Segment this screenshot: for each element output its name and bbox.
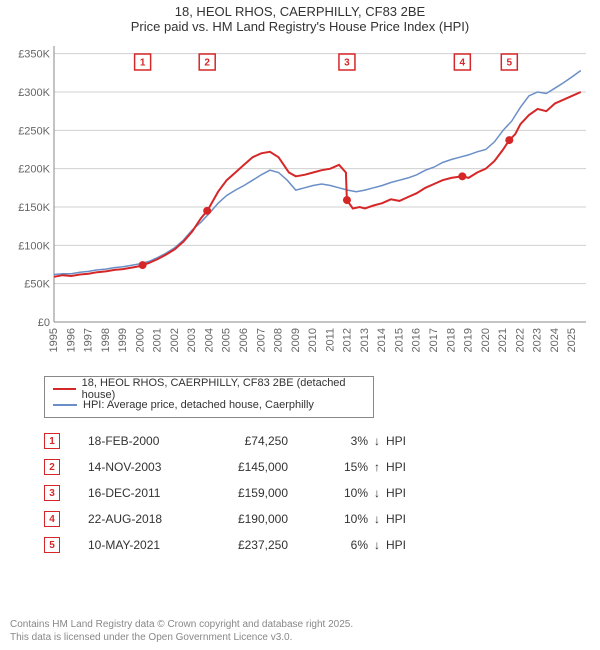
svg-text:2003: 2003 (186, 328, 198, 352)
svg-text:2022: 2022 (514, 328, 526, 352)
svg-text:2015: 2015 (393, 328, 405, 352)
transaction-row: 3 16-DEC-2011£159,00010%↓HPI (44, 480, 590, 506)
svg-text:2024: 2024 (549, 328, 561, 352)
arrow-up-icon: ↑ (368, 460, 386, 474)
footer: Contains HM Land Registry data © Crown c… (10, 618, 353, 644)
title-subtitle: Price paid vs. HM Land Registry's House … (10, 19, 590, 34)
svg-text:£250K: £250K (18, 125, 50, 137)
svg-text:2025: 2025 (566, 328, 578, 352)
transaction-price: £145,000 (218, 460, 318, 474)
transaction-date: 10-MAY-2021 (88, 538, 218, 552)
transaction-pct: 15% (318, 460, 368, 474)
svg-text:£100K: £100K (18, 240, 50, 252)
line-chart-svg: £0 £50K £100K £150K £200K £250K £300K £350K 199… (10, 40, 590, 370)
transaction-row: 2 14-NOV-2003£145,00015%↑HPI (44, 454, 590, 480)
transactions-table: 118-FEB-2000£74,2503%↓HPI214-NOV-2003£14… (44, 428, 590, 558)
svg-text:2019: 2019 (463, 328, 475, 352)
footer-line: This data is licensed under the Open Gov… (10, 631, 353, 644)
page-root: 18, HEOL RHOS, CAERPHILLY, CF83 2BE Pric… (0, 0, 600, 650)
chart-title: 18, HEOL RHOS, CAERPHILLY, CF83 2BE Pric… (0, 0, 600, 36)
transaction-price: £74,250 (218, 434, 318, 448)
transaction-row: 1 18-FEB-2000£74,2503%↓HPI (44, 428, 590, 454)
svg-text:2016: 2016 (411, 328, 423, 352)
transaction-date: 18-FEB-2000 (88, 434, 218, 448)
legend-label: HPI: Average price, detached house, Caer… (83, 399, 314, 411)
transaction-pct: 6% (318, 538, 368, 552)
transaction-marker: 4 (44, 511, 60, 527)
svg-text:£350K: £350K (18, 49, 50, 61)
chart-area: £0 £50K £100K £150K £200K £250K £300K £350K 199… (10, 40, 590, 370)
arrow-down-icon: ↓ (368, 486, 386, 500)
svg-text:2021: 2021 (497, 328, 509, 352)
svg-text:2009: 2009 (290, 328, 302, 352)
svg-text:5: 5 (507, 58, 513, 69)
hpi-label: HPI (386, 486, 426, 500)
svg-text:£150K: £150K (18, 202, 50, 214)
svg-text:1999: 1999 (117, 328, 129, 352)
hpi-label: HPI (386, 538, 426, 552)
svg-text:2001: 2001 (152, 328, 164, 352)
hpi-label: HPI (386, 434, 426, 448)
transaction-price: £159,000 (218, 486, 318, 500)
svg-text:2018: 2018 (445, 328, 457, 352)
svg-text:2017: 2017 (428, 328, 440, 352)
legend-swatch (53, 388, 76, 390)
arrow-down-icon: ↓ (368, 538, 386, 552)
arrow-down-icon: ↓ (368, 512, 386, 526)
svg-text:£300K: £300K (18, 87, 50, 99)
arrow-down-icon: ↓ (368, 434, 386, 448)
svg-text:2007: 2007 (255, 328, 267, 352)
transaction-marker: 5 (44, 537, 60, 553)
svg-text:£200K: £200K (18, 164, 50, 176)
svg-text:2008: 2008 (273, 328, 285, 352)
transaction-price: £237,250 (218, 538, 318, 552)
legend-item: 18, HEOL RHOS, CAERPHILLY, CF83 2BE (det… (53, 381, 365, 397)
legend: 18, HEOL RHOS, CAERPHILLY, CF83 2BE (det… (44, 376, 374, 418)
transaction-pct: 3% (318, 434, 368, 448)
transaction-pct: 10% (318, 512, 368, 526)
footer-line: Contains HM Land Registry data © Crown c… (10, 618, 353, 631)
transaction-date: 22-AUG-2018 (88, 512, 218, 526)
hpi-label: HPI (386, 460, 426, 474)
transaction-row: 5 10-MAY-2021£237,2506%↓HPI (44, 532, 590, 558)
svg-text:2006: 2006 (238, 328, 250, 352)
svg-text:1996: 1996 (65, 328, 77, 352)
svg-text:2013: 2013 (359, 328, 371, 352)
svg-text:2005: 2005 (221, 328, 233, 352)
legend-label: 18, HEOL RHOS, CAERPHILLY, CF83 2BE (det… (82, 377, 365, 401)
svg-text:2010: 2010 (307, 328, 319, 352)
svg-text:2: 2 (204, 58, 210, 69)
svg-text:2012: 2012 (342, 328, 354, 352)
svg-text:2004: 2004 (203, 328, 215, 352)
transaction-date: 16-DEC-2011 (88, 486, 218, 500)
title-address: 18, HEOL RHOS, CAERPHILLY, CF83 2BE (10, 4, 590, 19)
svg-text:3: 3 (344, 58, 350, 69)
svg-text:1: 1 (140, 58, 146, 69)
transaction-price: £190,000 (218, 512, 318, 526)
svg-text:2020: 2020 (480, 328, 492, 352)
svg-text:£50K: £50K (24, 279, 50, 291)
svg-text:£0: £0 (38, 317, 50, 329)
svg-text:2023: 2023 (532, 328, 544, 352)
svg-text:4: 4 (460, 58, 466, 69)
svg-text:2011: 2011 (324, 328, 336, 352)
svg-text:2000: 2000 (134, 328, 146, 352)
transaction-pct: 10% (318, 486, 368, 500)
svg-text:2014: 2014 (376, 328, 388, 352)
transaction-row: 4 22-AUG-2018£190,00010%↓HPI (44, 506, 590, 532)
hpi-label: HPI (386, 512, 426, 526)
svg-text:1998: 1998 (100, 328, 112, 352)
svg-text:2002: 2002 (169, 328, 181, 352)
svg-text:1997: 1997 (83, 328, 95, 352)
legend-swatch (53, 404, 77, 406)
transaction-date: 14-NOV-2003 (88, 460, 218, 474)
transaction-marker: 3 (44, 485, 60, 501)
transaction-marker: 2 (44, 459, 60, 475)
svg-text:1995: 1995 (48, 328, 60, 352)
transaction-marker: 1 (44, 433, 60, 449)
